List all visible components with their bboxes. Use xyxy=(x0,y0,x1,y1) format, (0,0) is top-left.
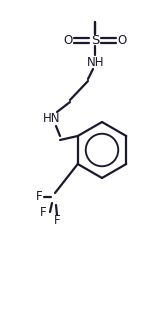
Text: S: S xyxy=(91,33,99,46)
Text: F: F xyxy=(54,214,60,227)
Text: NH: NH xyxy=(87,56,105,69)
Text: HN: HN xyxy=(43,112,61,125)
Text: F: F xyxy=(40,206,46,219)
Text: O: O xyxy=(117,33,127,46)
Text: F: F xyxy=(36,190,42,203)
Text: O: O xyxy=(63,33,73,46)
